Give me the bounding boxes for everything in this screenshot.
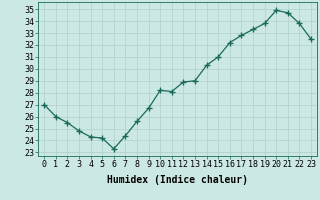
X-axis label: Humidex (Indice chaleur): Humidex (Indice chaleur) [107, 175, 248, 185]
